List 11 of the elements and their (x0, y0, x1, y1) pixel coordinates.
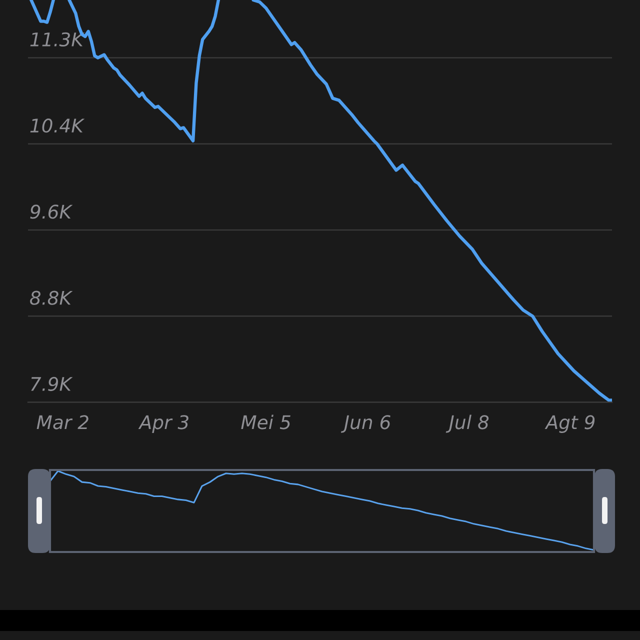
x-tick-label: Mei 5 (241, 414, 290, 430)
x-tick-label: Jun 6 (340, 415, 390, 433)
y-tick-label: 9.6K (30, 204, 73, 219)
y-tick-label: 8.8K (30, 290, 73, 305)
x-tick-label: Jul 8 (446, 414, 489, 433)
y-tick-label: 7.9K (31, 376, 73, 392)
x-tick-label: Agt 9 (544, 415, 595, 433)
y-tick-label: 11.3K (30, 32, 85, 47)
x-tick-label: Apr 3 (138, 415, 188, 433)
x-tick-label: Mar 2 (36, 415, 88, 430)
y-tick-label: 10.4K (30, 118, 85, 133)
